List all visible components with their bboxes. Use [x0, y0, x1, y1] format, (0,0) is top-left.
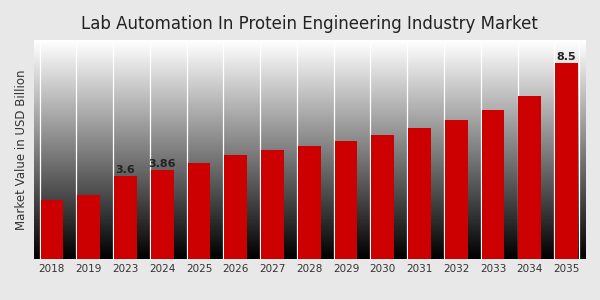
Bar: [518, 97, 541, 259]
Bar: [371, 135, 394, 259]
Bar: [335, 141, 358, 259]
Text: 3.6: 3.6: [116, 165, 136, 175]
Title: Lab Automation In Protein Engineering Industry Market: Lab Automation In Protein Engineering In…: [81, 15, 538, 33]
Bar: [77, 195, 100, 259]
Bar: [555, 63, 578, 259]
Y-axis label: Market Value in USD Billion: Market Value in USD Billion: [15, 69, 28, 230]
Bar: [151, 170, 173, 259]
Bar: [41, 200, 64, 259]
Text: 8.5: 8.5: [557, 52, 577, 62]
Bar: [114, 176, 137, 259]
Bar: [408, 128, 431, 259]
Bar: [482, 110, 505, 259]
Text: 3.86: 3.86: [148, 159, 176, 169]
Bar: [261, 150, 284, 259]
Bar: [298, 146, 320, 259]
Bar: [224, 155, 247, 259]
Bar: [188, 163, 211, 259]
Bar: [445, 120, 468, 259]
